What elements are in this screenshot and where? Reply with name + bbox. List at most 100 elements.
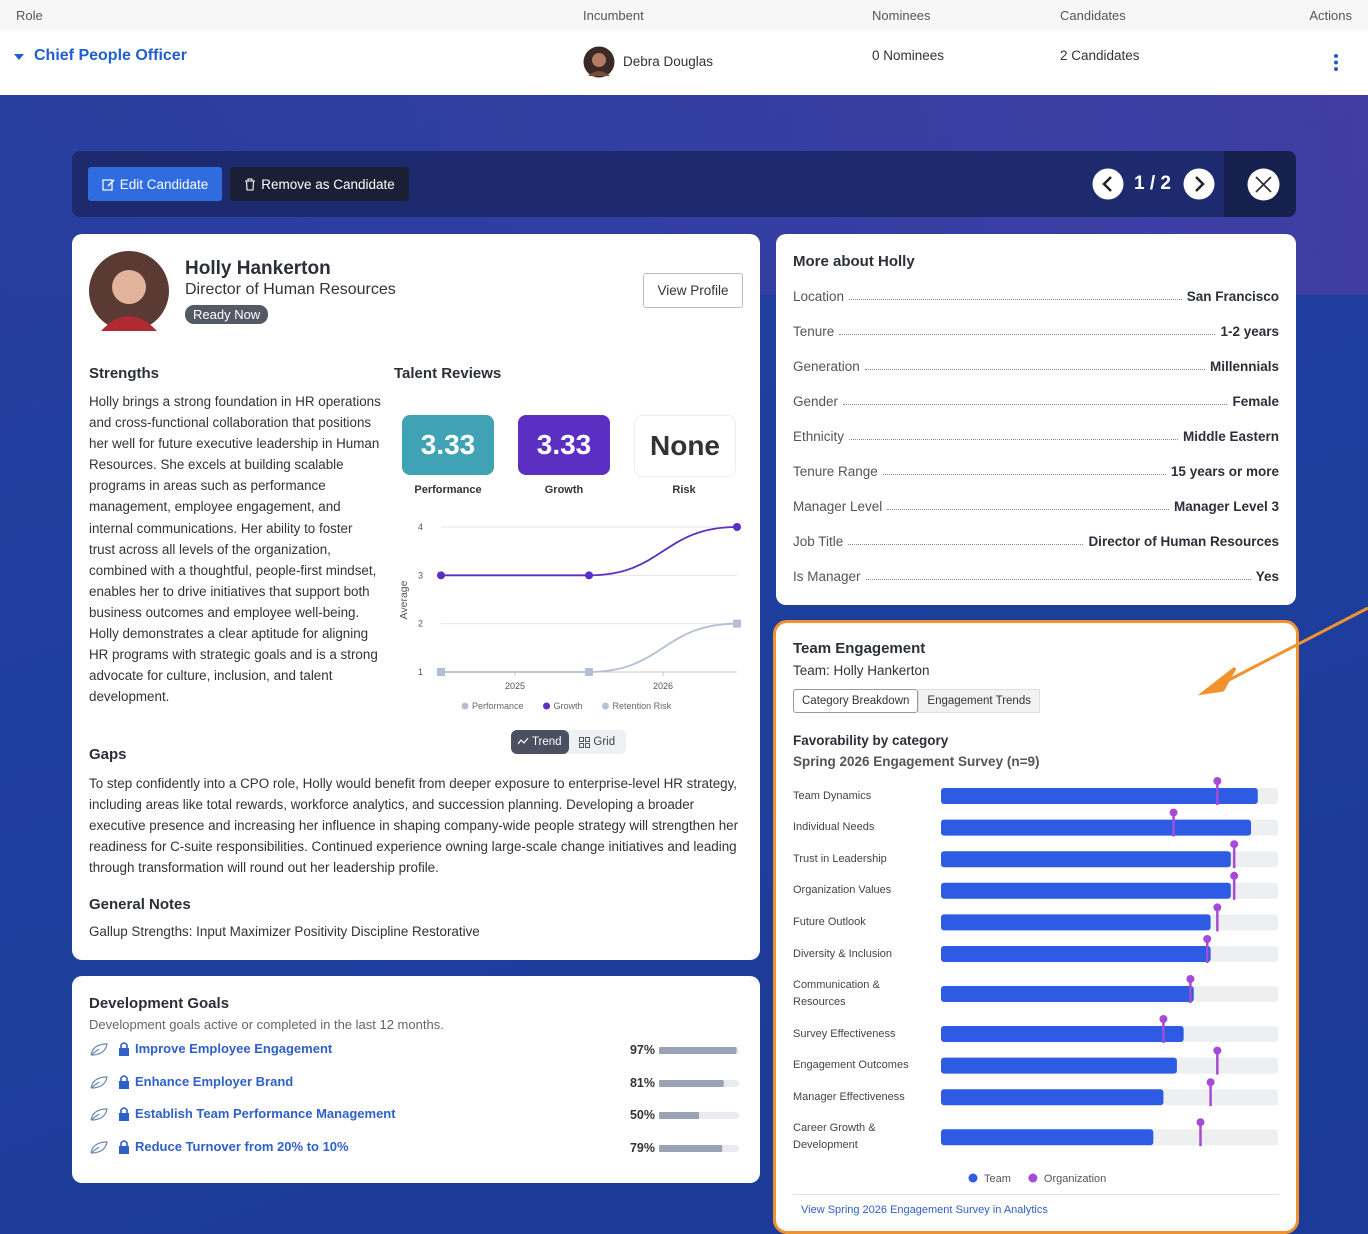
pager: 1 / 2	[1134, 173, 1171, 194]
info-leader	[865, 579, 1251, 580]
leaf-icon	[90, 1043, 108, 1056]
notes-text: Gallup Strengths: Input Maximizer Positi…	[89, 924, 480, 939]
prev-button[interactable]	[1092, 168, 1124, 200]
info-leader	[848, 544, 1084, 545]
notes-heading: General Notes	[89, 896, 191, 913]
info-leader	[849, 299, 1182, 300]
y-tick-label: 2	[418, 619, 423, 629]
org-marker	[1203, 935, 1212, 963]
info-label: Manager Level	[793, 499, 883, 514]
view-toggle: Trend Grid	[511, 730, 626, 754]
lock-icon	[119, 1048, 129, 1056]
trend-toggle[interactable]: Trend	[511, 730, 569, 754]
team-bar	[941, 1026, 1184, 1042]
pin-head	[1213, 903, 1222, 912]
more-about-heading: More about Holly	[793, 253, 915, 270]
toggle-label: Trend	[531, 736, 562, 748]
close-button[interactable]	[1247, 168, 1280, 201]
goal-percent: 50%	[629, 1108, 655, 1123]
lock-shackle	[120, 1107, 128, 1114]
gaps-text: To step confidently into a CPO role, Hol…	[89, 776, 739, 876]
leaf-icon	[90, 1108, 108, 1121]
profile-card	[72, 234, 760, 960]
category-label: Trust in Leadership	[793, 852, 887, 865]
edit-button[interactable]: Edit Candidate	[88, 167, 222, 201]
pin-head	[1230, 871, 1239, 880]
remove-button[interactable]: Remove as Candidate	[230, 167, 409, 201]
goal-icons	[90, 1107, 129, 1122]
org-marker	[1206, 1078, 1215, 1107]
y-axis-label: Average	[398, 580, 410, 619]
engagement-title: Team Engagement	[793, 640, 926, 657]
info-leader	[864, 369, 1205, 370]
view-profile-button[interactable]: View Profile	[643, 273, 743, 308]
tab[interactable]: Engagement Trends	[918, 689, 1040, 713]
point	[437, 571, 445, 580]
pin-head	[1186, 975, 1195, 983]
team-bar	[941, 1089, 1164, 1106]
x-tick-label: 2025	[505, 681, 525, 691]
trend-icon	[517, 738, 529, 745]
team-bar	[941, 914, 1211, 931]
goal-name: Reduce Turnover from 20% to 10%	[135, 1139, 349, 1155]
info-label: Gender	[793, 394, 839, 409]
progress-bar	[659, 1079, 724, 1087]
goal-icons	[90, 1042, 129, 1056]
grid-icon	[579, 736, 591, 748]
info-row: Gender Female	[793, 394, 1279, 409]
org-marker	[1230, 840, 1239, 869]
gaps-heading: Gaps	[89, 746, 127, 763]
info-value: 1-2 years	[1220, 324, 1279, 339]
grid-toggle[interactable]: Grid	[569, 730, 627, 754]
org-marker	[1213, 1046, 1222, 1075]
trash-icon	[245, 177, 256, 191]
expand-chevron[interactable]	[12, 52, 26, 62]
team-bar	[941, 986, 1194, 1002]
actions-menu[interactable]	[1330, 53, 1342, 73]
lock-icon	[119, 1113, 129, 1122]
org-marker	[1169, 808, 1178, 837]
team-bar	[941, 788, 1258, 804]
org-marker	[1159, 1015, 1168, 1043]
score-label: Risk	[672, 484, 696, 496]
y-tick-label: 1	[418, 667, 423, 677]
talent-reviews-heading: Talent Reviews	[394, 365, 502, 382]
info-leader	[843, 404, 1228, 405]
legend-label: Organization	[1044, 1173, 1106, 1185]
pin-head	[1230, 840, 1239, 849]
info-leader	[839, 334, 1216, 335]
remove-label: Remove as Candidate	[261, 176, 395, 192]
info-label: Job Title	[793, 534, 844, 549]
info-label: Tenure	[793, 324, 835, 339]
role-link[interactable]: Chief People Officer	[34, 47, 187, 64]
point	[585, 571, 593, 580]
engagement-tabs: Category Breakdown Engagement Trends	[793, 689, 1040, 713]
info-value: 15 years or more	[1170, 464, 1279, 479]
org-marker	[1213, 777, 1222, 805]
info-row: Is Manager Yes	[793, 569, 1279, 584]
pin-head	[1213, 777, 1222, 785]
progress-bar	[659, 1112, 699, 1120]
legend-swatch	[968, 1173, 978, 1183]
trend-chart: 1 2 3 4 2025 2026 Average Performance Growth Rete…	[398, 522, 741, 711]
info-row: Job Title Director of Human Resources	[793, 534, 1279, 549]
divider	[793, 1194, 1279, 1195]
goal-progress	[659, 1112, 739, 1120]
pin-head	[1159, 1015, 1168, 1023]
tab-active[interactable]: Category Breakdown	[793, 689, 919, 713]
analytics-link[interactable]: View Spring 2026 Engagement Survey in An…	[801, 1204, 1048, 1216]
info-label: Location	[793, 289, 845, 304]
goal-icons	[90, 1074, 129, 1089]
info-label: Tenure Range	[793, 464, 878, 479]
category-label: Organization Values	[793, 884, 892, 897]
goals-subtitle: Development goals active or completed in…	[89, 1017, 444, 1032]
table-row: Chief People Officer Debra Douglas 0 Nom…	[0, 30, 1368, 95]
candidate-avatar	[89, 251, 169, 331]
column-header: Candidates	[1060, 8, 1126, 23]
next-button[interactable]	[1183, 168, 1215, 200]
info-label: Generation	[793, 359, 860, 374]
info-label: Ethnicity	[793, 429, 845, 444]
development-goals-card	[72, 976, 760, 1183]
category-label: Diversity & Inclusion	[793, 947, 893, 960]
